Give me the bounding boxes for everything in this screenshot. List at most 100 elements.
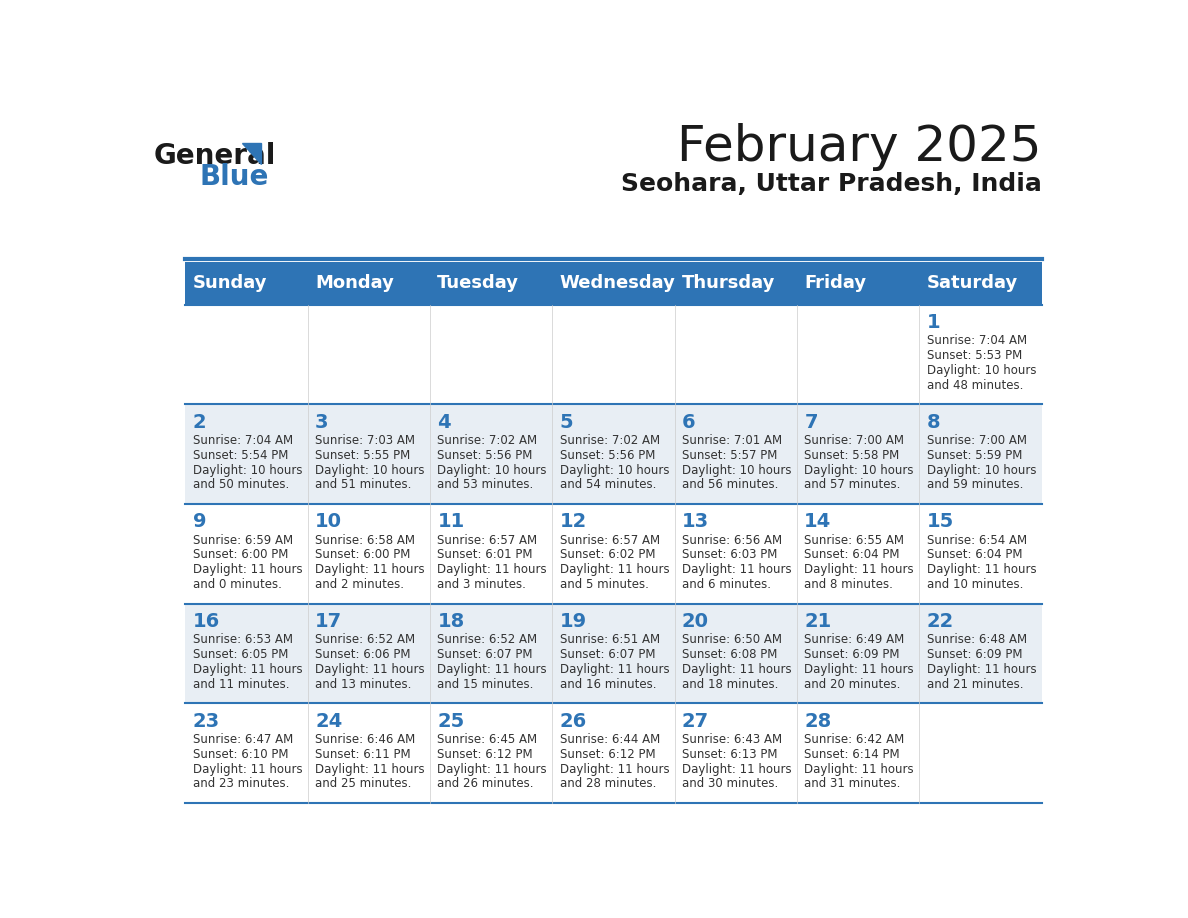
Text: 6: 6 [682, 413, 696, 431]
Text: Sunset: 6:05 PM: Sunset: 6:05 PM [192, 648, 287, 661]
Text: Daylight: 11 hours: Daylight: 11 hours [560, 763, 669, 776]
Text: Sunset: 5:59 PM: Sunset: 5:59 PM [927, 449, 1022, 462]
Text: Sunset: 5:55 PM: Sunset: 5:55 PM [315, 449, 410, 462]
Text: Daylight: 11 hours: Daylight: 11 hours [682, 763, 791, 776]
Text: 9: 9 [192, 512, 207, 532]
Text: Sunrise: 6:42 AM: Sunrise: 6:42 AM [804, 733, 904, 746]
Text: Sunset: 6:08 PM: Sunset: 6:08 PM [682, 648, 777, 661]
Text: Monday: Monday [315, 274, 394, 292]
Text: 21: 21 [804, 612, 832, 631]
Text: 8: 8 [927, 413, 940, 431]
Bar [920, 263, 1042, 305]
Text: Friday: Friday [804, 274, 866, 292]
Bar [185, 504, 1042, 603]
Text: 26: 26 [560, 711, 587, 731]
Text: Sunrise: 6:56 AM: Sunrise: 6:56 AM [682, 533, 782, 546]
Text: Daylight: 10 hours: Daylight: 10 hours [560, 464, 669, 476]
Text: and 23 minutes.: and 23 minutes. [192, 778, 289, 790]
Text: Sunset: 6:07 PM: Sunset: 6:07 PM [437, 648, 533, 661]
Text: 2: 2 [192, 413, 207, 431]
Text: Sunrise: 6:50 AM: Sunrise: 6:50 AM [682, 633, 782, 646]
Text: and 25 minutes.: and 25 minutes. [315, 778, 411, 790]
Text: Sunrise: 6:45 AM: Sunrise: 6:45 AM [437, 733, 537, 746]
Text: Sunrise: 6:47 AM: Sunrise: 6:47 AM [192, 733, 293, 746]
Text: Blue: Blue [200, 162, 268, 191]
Text: and 0 minutes.: and 0 minutes. [192, 578, 282, 591]
Text: Sunset: 6:00 PM: Sunset: 6:00 PM [192, 548, 287, 562]
Text: 16: 16 [192, 612, 220, 631]
Text: Sunrise: 6:44 AM: Sunrise: 6:44 AM [560, 733, 659, 746]
Text: and 26 minutes.: and 26 minutes. [437, 778, 533, 790]
Text: Sunset: 5:57 PM: Sunset: 5:57 PM [682, 449, 777, 462]
Polygon shape [242, 142, 261, 164]
Text: 10: 10 [315, 512, 342, 532]
Text: 13: 13 [682, 512, 709, 532]
Text: 24: 24 [315, 711, 342, 731]
Text: 11: 11 [437, 512, 465, 532]
Text: 4: 4 [437, 413, 451, 431]
Text: Sunset: 6:01 PM: Sunset: 6:01 PM [437, 548, 533, 562]
Text: Daylight: 11 hours: Daylight: 11 hours [315, 763, 424, 776]
Text: Sunrise: 6:46 AM: Sunrise: 6:46 AM [315, 733, 416, 746]
Text: Sunrise: 6:53 AM: Sunrise: 6:53 AM [192, 633, 292, 646]
Text: and 20 minutes.: and 20 minutes. [804, 677, 901, 690]
Text: 28: 28 [804, 711, 832, 731]
Text: Sunset: 6:13 PM: Sunset: 6:13 PM [682, 748, 777, 761]
Text: Daylight: 11 hours: Daylight: 11 hours [315, 564, 424, 577]
Text: and 3 minutes.: and 3 minutes. [437, 578, 526, 591]
Text: and 53 minutes.: and 53 minutes. [437, 478, 533, 491]
Bar [675, 263, 797, 305]
Text: Sunset: 6:10 PM: Sunset: 6:10 PM [192, 748, 289, 761]
Text: Daylight: 11 hours: Daylight: 11 hours [804, 564, 914, 577]
Text: and 5 minutes.: and 5 minutes. [560, 578, 649, 591]
Text: Sunset: 6:00 PM: Sunset: 6:00 PM [315, 548, 410, 562]
Text: Sunrise: 6:59 AM: Sunrise: 6:59 AM [192, 533, 292, 546]
Text: and 6 minutes.: and 6 minutes. [682, 578, 771, 591]
Text: Sunrise: 6:57 AM: Sunrise: 6:57 AM [560, 533, 659, 546]
Text: General: General [153, 142, 276, 170]
Text: Wednesday: Wednesday [560, 274, 676, 292]
Text: and 13 minutes.: and 13 minutes. [315, 677, 411, 690]
Text: Daylight: 11 hours: Daylight: 11 hours [927, 564, 1036, 577]
Text: and 16 minutes.: and 16 minutes. [560, 677, 656, 690]
Bar [185, 603, 1042, 703]
Text: Daylight: 11 hours: Daylight: 11 hours [192, 564, 302, 577]
Text: Daylight: 11 hours: Daylight: 11 hours [560, 663, 669, 676]
Text: and 2 minutes.: and 2 minutes. [315, 578, 404, 591]
Text: and 51 minutes.: and 51 minutes. [315, 478, 411, 491]
Text: Sunrise: 6:55 AM: Sunrise: 6:55 AM [804, 533, 904, 546]
Bar [185, 305, 1042, 404]
Text: and 50 minutes.: and 50 minutes. [192, 478, 289, 491]
Text: Daylight: 11 hours: Daylight: 11 hours [804, 763, 914, 776]
Text: Daylight: 11 hours: Daylight: 11 hours [192, 663, 302, 676]
Text: Daylight: 11 hours: Daylight: 11 hours [682, 663, 791, 676]
Text: Sunday: Sunday [192, 274, 267, 292]
Text: 14: 14 [804, 512, 832, 532]
Text: Sunset: 6:09 PM: Sunset: 6:09 PM [804, 648, 899, 661]
Text: Saturday: Saturday [927, 274, 1018, 292]
Text: Daylight: 10 hours: Daylight: 10 hours [437, 464, 546, 476]
Text: Daylight: 10 hours: Daylight: 10 hours [927, 464, 1036, 476]
Text: Sunrise: 6:43 AM: Sunrise: 6:43 AM [682, 733, 782, 746]
Text: 12: 12 [560, 512, 587, 532]
Text: and 8 minutes.: and 8 minutes. [804, 578, 893, 591]
Text: Tuesday: Tuesday [437, 274, 519, 292]
Text: Sunrise: 7:03 AM: Sunrise: 7:03 AM [315, 434, 415, 447]
Text: 23: 23 [192, 711, 220, 731]
Text: Sunset: 6:11 PM: Sunset: 6:11 PM [315, 748, 411, 761]
Text: Daylight: 10 hours: Daylight: 10 hours [192, 464, 302, 476]
Text: Sunrise: 7:04 AM: Sunrise: 7:04 AM [192, 434, 292, 447]
Text: and 18 minutes.: and 18 minutes. [682, 677, 778, 690]
Text: and 28 minutes.: and 28 minutes. [560, 778, 656, 790]
Text: Sunrise: 7:04 AM: Sunrise: 7:04 AM [927, 334, 1026, 347]
Text: Sunrise: 6:57 AM: Sunrise: 6:57 AM [437, 533, 537, 546]
Text: 15: 15 [927, 512, 954, 532]
Text: Daylight: 11 hours: Daylight: 11 hours [682, 564, 791, 577]
Text: Thursday: Thursday [682, 274, 776, 292]
Text: Daylight: 11 hours: Daylight: 11 hours [560, 564, 669, 577]
Text: Sunrise: 7:00 AM: Sunrise: 7:00 AM [927, 434, 1026, 447]
Text: 25: 25 [437, 711, 465, 731]
Text: 18: 18 [437, 612, 465, 631]
Text: and 11 minutes.: and 11 minutes. [192, 677, 289, 690]
Text: Daylight: 10 hours: Daylight: 10 hours [927, 364, 1036, 377]
